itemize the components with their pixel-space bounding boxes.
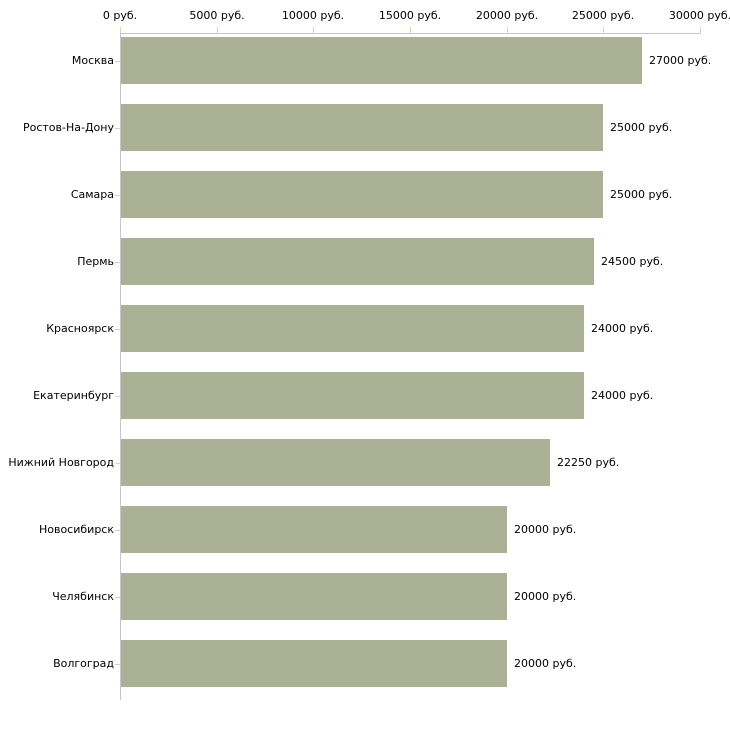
x-axis-tick-label: 0 руб. — [102, 9, 138, 22]
y-axis-tick-mark — [115, 329, 120, 330]
bar-value-label: 20000 руб. — [514, 590, 577, 603]
x-axis-tick-label: 10000 руб. — [281, 9, 345, 22]
bar-value-label: 25000 руб. — [610, 188, 673, 201]
bar-value-label: 24000 руб. — [591, 389, 654, 402]
y-axis-tick-mark — [115, 530, 120, 531]
bar-7 — [121, 439, 550, 486]
bar-value-label: 20000 руб. — [514, 657, 577, 670]
y-axis-tick-mark — [115, 262, 120, 263]
y-axis-tick-mark — [115, 195, 120, 196]
bar-value-label: 24000 руб. — [591, 322, 654, 335]
x-axis-tick-label: 20000 руб. — [475, 9, 539, 22]
bar-3 — [121, 171, 603, 218]
bar-9 — [121, 573, 507, 620]
x-axis-line — [120, 33, 701, 34]
category-label: Новосибирск — [38, 523, 114, 536]
category-label: Челябинск — [52, 590, 114, 603]
y-axis-tick-mark — [115, 664, 120, 665]
category-label: Пермь — [77, 255, 114, 268]
bar-value-label: 25000 руб. — [610, 121, 673, 134]
bar-5 — [121, 305, 584, 352]
category-label: Самара — [70, 188, 114, 201]
bar-10 — [121, 640, 507, 687]
y-axis-line — [120, 33, 121, 700]
category-label: Екатеринбург — [33, 389, 114, 402]
y-axis-tick-mark — [115, 128, 120, 129]
x-axis-tick-mark — [507, 27, 508, 34]
category-label: Красноярск — [46, 322, 114, 335]
y-axis-tick-mark — [115, 396, 120, 397]
bar-value-label: 24500 руб. — [601, 255, 664, 268]
x-axis-tick-mark — [603, 27, 604, 34]
bar-value-label: 27000 руб. — [649, 54, 712, 67]
x-axis-tick-mark — [120, 27, 121, 34]
x-axis-tick-label: 5000 руб. — [189, 9, 245, 22]
x-axis-tick-label: 25000 руб. — [571, 9, 635, 22]
y-axis-tick-mark — [115, 463, 120, 464]
category-label: Москва — [71, 54, 114, 67]
category-label: Волгоград — [53, 657, 114, 670]
x-axis-tick-label: 15000 руб. — [378, 9, 442, 22]
y-axis-tick-mark — [115, 597, 120, 598]
x-axis-tick-mark — [700, 27, 701, 34]
x-axis-tick-mark — [217, 27, 218, 34]
x-axis-tick-mark — [410, 27, 411, 34]
bar-value-label: 20000 руб. — [514, 523, 577, 536]
y-axis-tick-mark — [115, 61, 120, 62]
bar-6 — [121, 372, 584, 419]
x-axis-tick-mark — [313, 27, 314, 34]
bar-1 — [121, 37, 642, 84]
bar-value-label: 22250 руб. — [557, 456, 620, 469]
bar-2 — [121, 104, 603, 151]
x-axis-tick-label: 30000 руб. — [668, 9, 730, 22]
bar-4 — [121, 238, 594, 285]
category-label: Ростов-На-Дону — [22, 121, 114, 134]
bar-8 — [121, 506, 507, 553]
category-label: Нижний Новгород — [8, 456, 114, 469]
